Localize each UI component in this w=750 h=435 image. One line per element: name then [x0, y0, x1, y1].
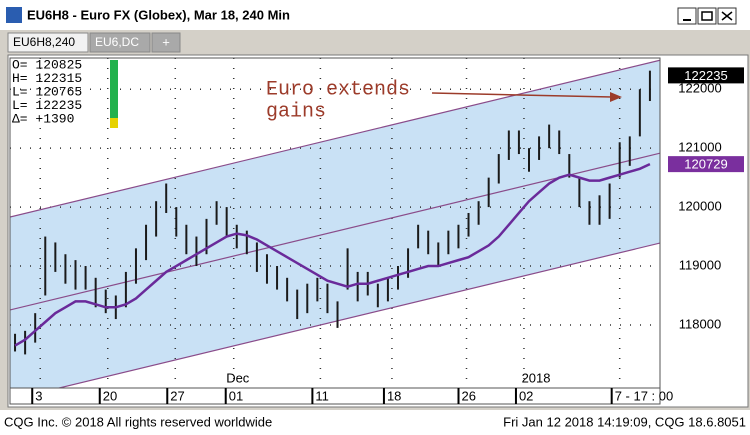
title-bar [0, 0, 750, 30]
annotation-arrow [431, 92, 613, 98]
app-icon [6, 7, 22, 23]
channel-fill [10, 60, 660, 388]
y-tick-label: 118000 [679, 316, 721, 331]
x-tick-label: 18 [387, 388, 401, 403]
tab-label: EU6,DC [95, 35, 139, 49]
channel-line [10, 152, 660, 311]
maximize-button[interactable] [697, 7, 717, 25]
x-tick-label: 20 [103, 388, 117, 403]
x-tick-label: 02 [519, 388, 533, 403]
window-title: EU6H8 - Euro FX (Globex), Mar 18, 240 Mi… [27, 7, 290, 22]
x-tick-label: 27 [170, 388, 184, 403]
volume-indicator [110, 118, 118, 128]
x-tick-label: 11 [315, 388, 329, 403]
volume-indicator [110, 60, 118, 118]
price-tag-label: 122235 [684, 68, 727, 83]
info-line: O= 120825 [12, 57, 82, 72]
x-tick-label: 3 [35, 388, 42, 403]
moving-average-line [14, 162, 651, 347]
info-line: Δ= +1390 [12, 111, 74, 126]
x-tick-label: 7 - 17 : 00 [615, 388, 674, 403]
annotation: Euro extends [266, 78, 410, 101]
annotation-arrowhead [610, 92, 622, 102]
minimize-button[interactable] [677, 7, 697, 25]
icon [721, 11, 733, 21]
month-label: 2018 [522, 370, 551, 385]
y-tick-label: 119000 [679, 257, 721, 272]
status-bar [0, 410, 750, 435]
footer-right: Fri Jan 12 2018 14:19:09, CQG 18.6.8051 [503, 414, 746, 429]
price-tag [668, 156, 744, 173]
tab-label: EU6H8,240 [13, 35, 75, 49]
tab[interactable] [89, 32, 151, 53]
footer-left: CQG Inc. © 2018 All rights reserved worl… [4, 414, 272, 429]
y-tick-label: 120000 [678, 199, 721, 214]
x-tick-label: 26 [462, 388, 476, 403]
tab-label: + [162, 34, 170, 49]
channel-line [10, 59, 660, 218]
tab-add[interactable] [151, 32, 181, 53]
month-label: Dec [226, 370, 250, 385]
channel-line [56, 242, 660, 388]
price-tag-label: 120729 [684, 157, 727, 172]
tab-active[interactable] [7, 32, 89, 53]
x-tick-label: 01 [229, 388, 243, 403]
info-line: L= 122235 [12, 98, 82, 113]
annotation: gains [266, 100, 326, 123]
date-axis [9, 387, 661, 405]
icon [701, 11, 713, 21]
window-buttons[interactable] [677, 7, 737, 25]
y-tick-label: 121000 [678, 140, 721, 155]
y-tick-label: 122000 [678, 81, 721, 96]
info-line: L= 120765 [12, 84, 82, 99]
price-tag [668, 67, 744, 84]
info-line: H= 122315 [12, 71, 82, 86]
plot-area: Dec 2018 [10, 58, 660, 388]
